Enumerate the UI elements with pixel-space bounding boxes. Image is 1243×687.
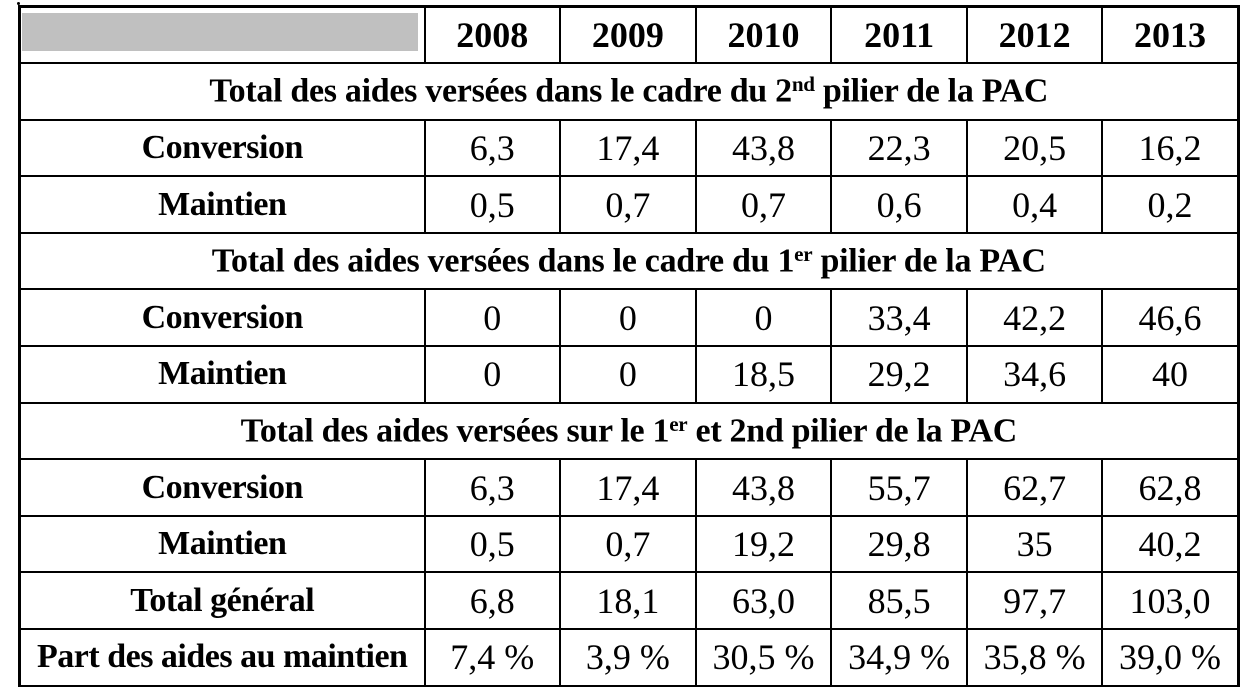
value-cell: 39,0 % (1101, 628, 1240, 687)
value-cell: 0,7 (559, 175, 697, 234)
clipped-cell (830, 684, 968, 687)
section-title-2nd-pilier: Total des aides versées dans le cadre du… (18, 62, 1240, 121)
section-title-superscript: er (794, 241, 813, 266)
percentage-row: Part des aides au maintien 7,4 % 3,9 % 3… (18, 628, 1240, 687)
value-cell: 33,4 (830, 288, 968, 348)
value-cell: 0 (559, 345, 697, 404)
year-header: 2011 (830, 5, 968, 65)
value-cell: 18,1 (559, 571, 697, 631)
section-header-row: Total des aides versées sur le 1er et 2n… (18, 401, 1240, 461)
clipped-cell (965, 684, 1104, 687)
value-cell: 34,9 % (830, 628, 968, 687)
section-title-1er-pilier: Total des aides versées dans le cadre du… (18, 231, 1240, 291)
value-cell: 43,8 (694, 458, 833, 517)
value-cell: 62,8 (1101, 458, 1240, 517)
year-header: 2008 (423, 5, 562, 65)
value-cell: 16,2 (1101, 118, 1240, 178)
value-cell: 0 (423, 288, 562, 348)
value-cell: 29,2 (830, 345, 968, 404)
value-cell: 43,8 (694, 118, 833, 178)
table-row: Conversion 0 0 0 33,4 42,2 46,6 (18, 288, 1240, 348)
value-cell: 0,2 (1101, 175, 1240, 234)
value-cell: 20,5 (965, 118, 1104, 178)
section-title-text: pilier de la PAC (812, 242, 1046, 280)
scan-artifact-dot (17, 2, 20, 5)
redacted-label-box (22, 13, 418, 51)
table-row: Conversion 6,3 17,4 43,8 55,7 62,7 62,8 (18, 458, 1240, 517)
value-cell: 22,3 (830, 118, 968, 178)
value-cell: 6,3 (423, 118, 562, 178)
value-cell: 6,3 (423, 458, 562, 517)
value-cell: 55,7 (830, 458, 968, 517)
section-title-total-piliers: Total des aides versées sur le 1er et 2n… (18, 401, 1240, 461)
table-row: Maintien 0,5 0,7 19,2 29,8 35 40,2 (18, 514, 1240, 574)
row-label: Conversion (18, 288, 426, 348)
section-title-text: pilier de la PAC (814, 72, 1049, 110)
row-label: Maintien (18, 345, 426, 404)
value-cell: 3,9 % (559, 628, 697, 687)
clipped-cell (18, 684, 426, 687)
value-cell: 0,4 (965, 175, 1104, 234)
value-cell: 0 (694, 288, 833, 348)
value-cell: 0,5 (423, 175, 562, 234)
value-cell: 62,7 (965, 458, 1104, 517)
value-cell: 17,4 (559, 458, 697, 517)
year-header: 2009 (559, 5, 697, 65)
value-cell: 46,6 (1101, 288, 1240, 348)
table-row: Maintien 0,5 0,7 0,7 0,6 0,4 0,2 (18, 175, 1240, 234)
section-header-row: Total des aides versées dans le cadre du… (18, 231, 1240, 291)
value-cell: 0,6 (830, 175, 968, 234)
total-row: Total général 6,8 18,1 63,0 85,5 97,7 10… (18, 571, 1240, 631)
clipped-row (18, 684, 1240, 687)
pac-aids-table: 2008 2009 2010 2011 2012 2013 Total des … (18, 5, 1240, 687)
value-cell: 0 (559, 288, 697, 348)
value-cell: 18,5 (694, 345, 833, 404)
section-title-text: Total des aides versées dans le cadre du… (211, 242, 795, 280)
clipped-cell (1101, 684, 1240, 687)
value-cell: 42,2 (965, 288, 1104, 348)
section-title-superscript: er (669, 411, 688, 436)
value-cell: 63,0 (694, 571, 833, 631)
section-title-text: Total des aides versées sur le 1 (240, 412, 670, 450)
value-cell: 0 (423, 345, 562, 404)
section-title-superscript: nd (791, 72, 815, 97)
value-cell: 0,5 (423, 514, 562, 574)
value-cell: 17,4 (559, 118, 697, 178)
value-cell: 97,7 (965, 571, 1104, 631)
row-label: Total général (18, 571, 426, 631)
value-cell: 19,2 (694, 514, 833, 574)
value-cell: 35,8 % (965, 628, 1104, 687)
year-header: 2010 (694, 5, 833, 65)
value-cell: 7,4 % (423, 628, 562, 687)
section-title-text: Total des aides versées dans le cadre du… (209, 72, 792, 110)
row-label: Conversion (18, 118, 426, 178)
value-cell: 6,8 (423, 571, 562, 631)
clipped-cell (423, 684, 562, 687)
year-header: 2013 (1101, 5, 1240, 65)
value-cell: 0,7 (694, 175, 833, 234)
year-header: 2012 (965, 5, 1104, 65)
value-cell: 40,2 (1101, 514, 1240, 574)
value-cell: 29,8 (830, 514, 968, 574)
row-label: Maintien (18, 175, 426, 234)
clipped-cell (694, 684, 833, 687)
value-cell: 34,6 (965, 345, 1104, 404)
section-title-text: et 2nd pilier de la PAC (687, 412, 1018, 450)
row-label: Conversion (18, 458, 426, 517)
value-cell: 30,5 % (694, 628, 833, 687)
clipped-cell (559, 684, 697, 687)
table-row: Conversion 6,3 17,4 43,8 22,3 20,5 16,2 (18, 118, 1240, 178)
row-label: Part des aides au maintien (18, 628, 426, 687)
value-cell: 85,5 (830, 571, 968, 631)
value-cell: 0,7 (559, 514, 697, 574)
table-row: Maintien 0 0 18,5 29,2 34,6 40 (18, 345, 1240, 404)
value-cell: 35 (965, 514, 1104, 574)
row-label: Maintien (18, 514, 426, 574)
value-cell: 103,0 (1101, 571, 1240, 631)
value-cell: 40 (1101, 345, 1240, 404)
section-header-row: Total des aides versées dans le cadre du… (18, 62, 1240, 121)
